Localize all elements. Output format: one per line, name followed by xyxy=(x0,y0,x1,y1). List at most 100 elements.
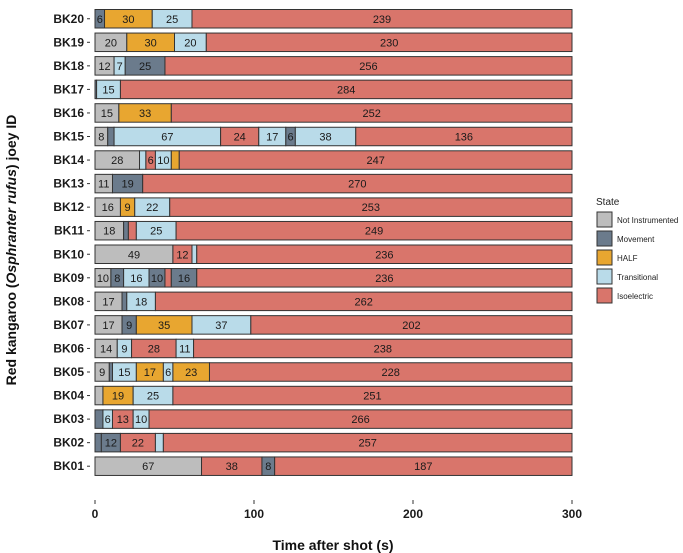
bar-row-bk01: 67 38 8 187 xyxy=(94,456,573,476)
bar-segment-bk04-1-not-instrumented xyxy=(94,385,104,406)
data-label-bk02-2: 12 xyxy=(105,438,117,450)
data-label-bk20-3: 25 xyxy=(166,14,178,26)
bar-segment-bk11-2-movement xyxy=(123,220,129,241)
data-label-bk05-7: 228 xyxy=(382,367,400,379)
bar-segment-bk12-4-isoelectric xyxy=(169,197,573,217)
bar-segment-bk09-7-isoelectric xyxy=(196,268,573,288)
data-label-bk09-2: 8 xyxy=(114,273,120,285)
data-label-bk18-2: 7 xyxy=(117,61,123,73)
x-tick-label-0: 0 xyxy=(92,507,99,521)
bar-segment-bk15-8-isoelectric xyxy=(355,126,573,147)
bar-row-bk17: 15 284 xyxy=(94,79,573,100)
legend-label-transitional: Transitional xyxy=(617,273,658,282)
bar-segment-bk05-7-isoelectric xyxy=(208,362,573,382)
data-label-bk13-3: 270 xyxy=(348,179,366,191)
bar-row-bk09: 10 8 16 10 16 236 xyxy=(94,268,573,288)
bar-segment-bk19-4-isoelectric xyxy=(205,32,573,53)
data-label-bk15-3: 67 xyxy=(161,132,173,144)
data-label-bk19-4: 230 xyxy=(380,37,398,49)
bar-row-bk16: 15 33 252 xyxy=(94,103,573,123)
data-label-bk07-5: 202 xyxy=(402,320,420,332)
category-label-bk16: BK16 xyxy=(53,106,84,120)
data-label-bk15-8: 136 xyxy=(455,132,473,144)
bar-row-bk03: 6 13 10 266 xyxy=(94,409,573,429)
bar-row-bk14: 28 6 10 247 xyxy=(94,150,573,170)
bar-row-bk20: 6 30 25 239 xyxy=(94,9,573,29)
category-label-bk06: BK06 xyxy=(53,341,84,355)
bar-segment-bk13-3-isoelectric xyxy=(142,173,573,194)
bar-row-bk11: 18 25 249 xyxy=(94,220,573,241)
data-label-bk01-2: 38 xyxy=(226,461,238,473)
data-label-bk09-6: 16 xyxy=(178,273,190,285)
bar-segment-bk01-4-isoelectric xyxy=(274,456,573,476)
bar-segment-bk09-5-isoelectric xyxy=(164,268,172,288)
category-label-bk14: BK14 xyxy=(53,153,84,167)
x-axis: 0 100 200 300 xyxy=(92,500,582,521)
category-label-bk20: BK20 xyxy=(53,12,84,26)
bar-row-bk06: 14 9 28 11 238 xyxy=(94,338,573,359)
data-label-bk13-2: 19 xyxy=(121,179,133,191)
data-label-bk16-1: 15 xyxy=(101,108,113,120)
bar-segment-bk02-1-movement xyxy=(94,432,102,453)
category-label-bk11: BK11 xyxy=(54,224,84,238)
bar-segment-bk03-1-movement xyxy=(94,409,104,429)
y-axis-title: Red kangaroo (Osphranter rufus) joey ID xyxy=(3,115,19,386)
data-label-bk19-1: 20 xyxy=(105,37,117,49)
data-label-bk12-3: 22 xyxy=(146,202,158,214)
data-label-bk11-5: 249 xyxy=(365,226,383,238)
legend-swatch-movement xyxy=(596,230,613,247)
data-label-bk01-4: 187 xyxy=(414,461,432,473)
bar-segment-bk20-4-isoelectric xyxy=(191,9,573,29)
data-label-bk06-1: 14 xyxy=(100,343,112,355)
data-label-bk19-3: 20 xyxy=(184,37,196,49)
y-axis-title-part-1: Red kangaroo ( xyxy=(3,283,19,385)
data-label-bk16-2: 33 xyxy=(139,108,151,120)
data-label-bk19-2: 30 xyxy=(145,37,157,49)
data-label-bk12-1: 16 xyxy=(102,202,114,214)
data-label-bk08-1: 17 xyxy=(102,296,114,308)
legend-title: State xyxy=(596,197,620,208)
data-label-bk03-2: 6 xyxy=(105,414,111,426)
data-label-bk14-3: 6 xyxy=(148,155,154,167)
bar-row-bk13: 11 19 270 xyxy=(94,173,573,194)
bar-segment-bk14-6-isoelectric xyxy=(178,150,573,170)
data-label-bk17-3: 284 xyxy=(337,84,355,96)
bar-segment-bk08-4-isoelectric xyxy=(154,291,573,312)
category-label-bk15: BK15 xyxy=(53,130,84,144)
data-label-bk11-4: 25 xyxy=(150,226,162,238)
bar-row-bk18: 12 7 25 256 xyxy=(94,56,573,76)
category-label-bk04: BK04 xyxy=(53,389,84,403)
bar-row-bk04: 19 25 251 xyxy=(94,385,573,406)
x-tick-label-200: 200 xyxy=(403,507,423,521)
bar-row-bk02: 12 22 257 xyxy=(94,432,573,453)
data-label-bk14-1: 28 xyxy=(111,155,123,167)
data-label-bk05-4: 17 xyxy=(144,367,156,379)
category-label-bk08: BK08 xyxy=(53,294,84,308)
category-label-bk02: BK02 xyxy=(53,436,84,450)
data-label-bk01-3: 8 xyxy=(265,461,271,473)
legend-swatch-isoelectric xyxy=(596,287,613,304)
x-tick-label-300: 300 xyxy=(562,507,582,521)
data-label-bk05-6: 23 xyxy=(185,367,197,379)
category-label-bk13: BK13 xyxy=(53,177,84,191)
bar-segment-bk02-5-isoelectric xyxy=(162,432,573,453)
data-label-bk15-1: 8 xyxy=(98,132,104,144)
legend-label-half: HALF xyxy=(617,254,638,263)
bar-row-bk19: 20 30 20 230 xyxy=(94,32,573,53)
data-label-bk14-6: 247 xyxy=(366,155,384,167)
legend-label-isoelectric: Isoelectric xyxy=(617,292,653,301)
x-axis-title: Time after shot (s) xyxy=(272,537,393,553)
category-label-bk05: BK05 xyxy=(53,365,84,379)
data-label-bk18-4: 256 xyxy=(359,61,377,73)
data-label-bk03-5: 266 xyxy=(351,414,369,426)
data-label-bk10-1: 49 xyxy=(128,249,140,261)
data-label-bk03-4: 10 xyxy=(135,414,147,426)
bar-segment-bk16-3-isoelectric xyxy=(170,103,573,123)
data-label-bk20-2: 30 xyxy=(122,14,134,26)
category-label-bk17: BK17 xyxy=(53,82,84,96)
data-label-bk12-2: 9 xyxy=(125,202,131,214)
data-label-bk05-1: 9 xyxy=(99,367,105,379)
x-tick-label-100: 100 xyxy=(244,507,264,521)
data-label-bk15-6: 6 xyxy=(288,132,294,144)
bar-row-bk07: 17 9 35 37 202 xyxy=(94,315,573,335)
